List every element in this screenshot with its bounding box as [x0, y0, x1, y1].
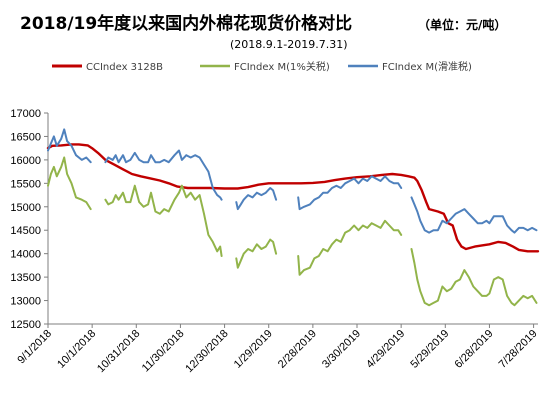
x-tick-label: 1/29/2019 — [232, 328, 275, 371]
y-tick-label: 14000 — [10, 249, 41, 261]
legend: CCIndex 3128B FCIndex M(1%关税) FCIndex M(滑准… — [52, 60, 472, 73]
chart-unit: （单位：元/吨） — [418, 17, 506, 32]
series-layer — [46, 128, 540, 307]
series-line-1 — [46, 143, 540, 253]
y-tick-label: 15000 — [10, 202, 41, 214]
x-tick-label: 5/29/2019 — [408, 328, 451, 371]
y-tick-label: 16500 — [10, 131, 41, 143]
x-tick-label: 7/28/2019 — [497, 328, 540, 371]
x-tick-label: 6/28/2019 — [452, 328, 495, 371]
x-tick-label: 9/1/2018 — [15, 328, 54, 367]
y-tick-label: 14500 — [10, 225, 41, 237]
y-tick-label: 17000 — [10, 108, 41, 120]
series-line-2 — [47, 156, 538, 307]
legend-label-3: FCIndex M(滑准税) — [382, 60, 472, 73]
y-tick-label: 13500 — [10, 272, 41, 284]
legend-label-1: CCIndex 3128B — [86, 62, 163, 73]
y-tick-label: 13000 — [10, 296, 41, 308]
chart-subtitle: (2018.9.1-2019.7.31) — [230, 38, 348, 51]
x-tick-label: 4/29/2019 — [364, 328, 407, 371]
series-line-3 — [47, 128, 538, 234]
y-tick-label: 12500 — [10, 319, 41, 331]
y-tick-label: 16000 — [10, 155, 41, 167]
x-tick-label: 12/30/2018 — [183, 328, 230, 375]
x-tick-label: 2/28/2019 — [276, 328, 319, 371]
x-axis: 9/1/2018 10/1/201810/31/201811/30/201812/… — [15, 323, 540, 375]
chart-title: 2018/19年度以来国内外棉花现货价格对比 — [20, 13, 352, 34]
y-tick-label: 15500 — [10, 178, 41, 190]
legend-label-2: FCIndex M(1%关税) — [234, 60, 330, 73]
x-tick-label: 3/30/2019 — [320, 328, 363, 371]
y-axis: 12500 13000 13500 14000 14500 15000 15500 16000… — [10, 108, 49, 331]
x-tick-label: 10/1/2018 — [55, 328, 98, 371]
x-tick-label: 10/31/2018 — [95, 328, 142, 375]
x-tick-label: 11/30/2018 — [140, 328, 187, 375]
